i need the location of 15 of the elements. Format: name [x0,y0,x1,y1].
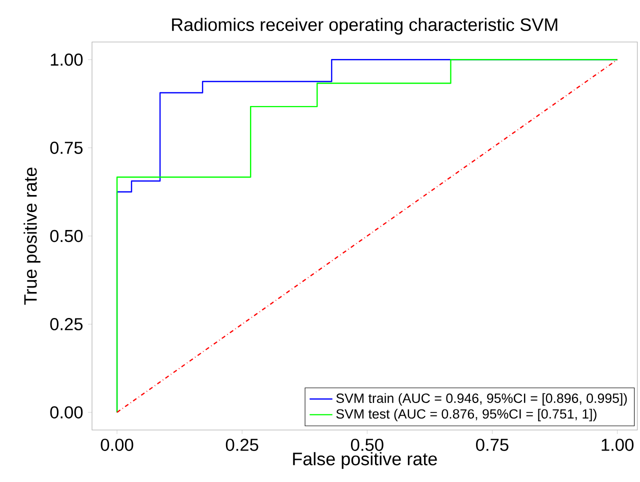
x-tick-label: 0.25 [226,438,258,451]
x-axis-title: False positive rate [293,452,437,469]
x-tick-label: 0.50 [350,438,384,451]
legend-label: SVM train (AUC = 0.946, 95%CI = [0.896, 0.995]) [336,393,627,406]
y-tick-label: 0.50 [50,230,83,242]
y-tick-label: 1.00 [50,53,83,66]
x-tick-label: 0.00 [100,438,134,451]
legend-label: SVM test (AUC = 0.876, 95%CI = [0.751, 1]) [336,408,596,422]
chart-title: Radiomics receiver operating characteristic SVM [172,18,558,35]
y-tick-label: 0.75 [50,142,83,154]
y-tick-label: 0.00 [50,406,83,418]
x-tick-label: 0.75 [476,438,508,451]
y-axis-title: True positive rate [24,168,40,305]
x-tick-label: 1.00 [602,438,634,451]
y-tick-label: 0.25 [50,318,83,330]
